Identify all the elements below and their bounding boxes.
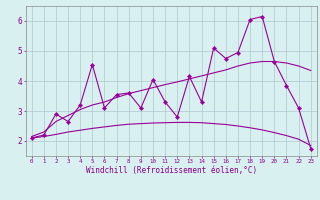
X-axis label: Windchill (Refroidissement éolien,°C): Windchill (Refroidissement éolien,°C) (86, 166, 257, 175)
